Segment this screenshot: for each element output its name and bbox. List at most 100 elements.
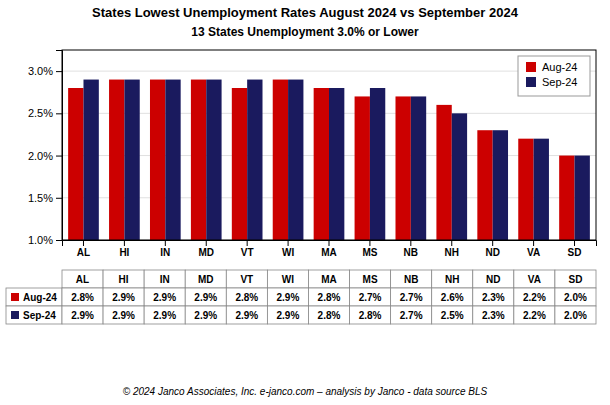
tick-mark <box>56 198 62 199</box>
table-row-label: Aug-24 <box>23 292 57 303</box>
tick: WI <box>282 240 294 258</box>
table-cell <box>62 270 103 288</box>
tick-mark <box>83 240 84 246</box>
table-value: 2.9% <box>277 310 300 321</box>
table-cell <box>391 288 432 306</box>
bar <box>493 130 508 240</box>
tick: IN <box>160 240 170 258</box>
bar <box>206 80 221 240</box>
tick-mark <box>492 240 493 246</box>
table-header: MD <box>198 274 214 285</box>
title: States Lowest Unemployment Rates August … <box>92 5 519 20</box>
tick: 2.0% <box>28 150 62 162</box>
tick-mark <box>206 240 207 246</box>
tick-mark <box>56 240 62 241</box>
table-value: 2.9% <box>277 292 300 303</box>
tick: HI <box>119 240 129 258</box>
tick: VT <box>241 240 254 258</box>
tick-label: MD <box>198 247 214 258</box>
bar <box>232 88 247 240</box>
table-cell <box>350 306 391 324</box>
bar <box>288 80 303 240</box>
bar <box>575 156 590 240</box>
tick: ND <box>485 240 499 258</box>
tick-mark <box>56 156 62 157</box>
tick-label: MS <box>362 247 377 258</box>
legend: Aug-24Sep-24 <box>518 56 590 96</box>
table-cell <box>144 270 185 288</box>
table-cell <box>473 306 514 324</box>
grid <box>62 71 596 240</box>
tick-label: IN <box>160 247 170 258</box>
table-cell <box>226 288 267 306</box>
bar <box>124 80 139 240</box>
table-header: VA <box>528 274 541 285</box>
table-header: MS <box>363 274 378 285</box>
table-value: 2.3% <box>482 292 505 303</box>
table-value: 2.8% <box>235 292 258 303</box>
table-value: 2.2% <box>523 292 546 303</box>
bar <box>411 96 426 240</box>
tick: NB <box>404 240 418 258</box>
tick-label: ND <box>485 247 499 258</box>
bar <box>68 88 83 240</box>
table-header: IN <box>160 274 170 285</box>
axis-line <box>56 51 63 241</box>
table-value: 2.7% <box>400 292 423 303</box>
tick-label: 2.5% <box>28 107 53 119</box>
tick-label: MA <box>321 247 337 258</box>
table-cell <box>103 288 144 306</box>
table-cell <box>308 270 349 288</box>
table-value: 2.9% <box>112 292 135 303</box>
footer: © 2024 Janco Associates, Inc. e-janco.co… <box>123 386 488 397</box>
tick-mark <box>574 240 575 246</box>
table-cell <box>267 306 308 324</box>
table-cell <box>473 270 514 288</box>
table-cell <box>555 306 596 324</box>
table-swatch <box>11 311 19 319</box>
tick-label: WI <box>282 247 294 258</box>
table-cell <box>103 306 144 324</box>
tick-mark <box>451 240 452 246</box>
tick: 1.5% <box>28 192 62 204</box>
plot-frame <box>62 50 596 240</box>
table-header: ND <box>486 274 500 285</box>
chart: States Lowest Unemployment Rates August … <box>0 0 610 405</box>
table-cell <box>6 288 62 306</box>
table-header: NH <box>445 274 459 285</box>
table-value: 2.8% <box>318 310 341 321</box>
tick: 3.0% <box>28 65 62 77</box>
table-cell <box>432 306 473 324</box>
legend-entry: Sep-24 <box>526 76 577 88</box>
table-cell <box>391 270 432 288</box>
table-value: 2.7% <box>400 310 423 321</box>
tick-label: 2.0% <box>28 150 53 162</box>
bar-series <box>68 80 574 240</box>
tick-label: NH <box>445 247 459 258</box>
bar <box>109 80 124 240</box>
table-cell <box>185 288 226 306</box>
table-cell <box>226 306 267 324</box>
tick: VA <box>527 240 540 258</box>
table-value: 2.8% <box>318 292 341 303</box>
table-cell <box>514 270 555 288</box>
tick-label: VT <box>241 247 254 258</box>
legend-frame <box>518 56 590 96</box>
tick-mark <box>288 240 289 246</box>
bar <box>559 156 574 240</box>
table-cell <box>432 288 473 306</box>
tick-mark <box>329 240 330 246</box>
tick-label: HI <box>119 247 129 258</box>
tick-label: AL <box>77 247 90 258</box>
table-header: WI <box>282 274 294 285</box>
table-cell <box>267 288 308 306</box>
bar <box>534 139 549 240</box>
tick-mark <box>56 113 62 114</box>
grid-line <box>62 71 596 72</box>
bar <box>165 80 180 240</box>
table-cell <box>350 270 391 288</box>
table-cell <box>103 270 144 288</box>
bar <box>355 96 370 240</box>
tick: MA <box>321 240 337 258</box>
table-cell <box>350 288 391 306</box>
